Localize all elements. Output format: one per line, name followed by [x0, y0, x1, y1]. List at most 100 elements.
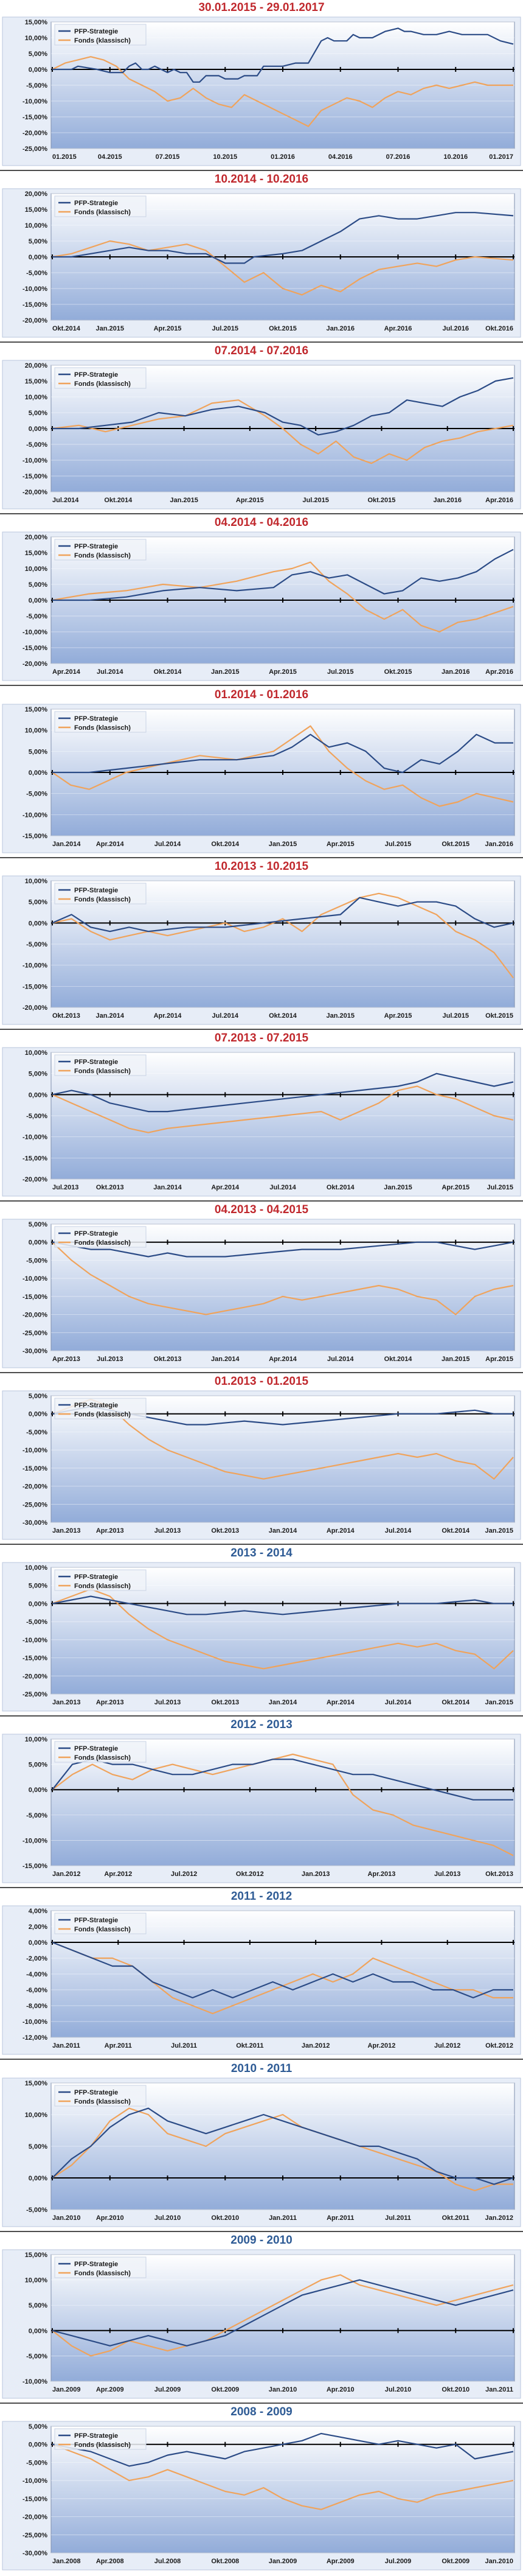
y-tick-label: -25,00% [23, 1329, 47, 1337]
y-tick-label: -4,00% [26, 1971, 47, 1978]
legend-label: PFP-Strategie [74, 371, 118, 379]
x-tick-label: Apr.2013 [367, 1871, 395, 1878]
chart-6: 07.2013 - 07.2015 10,00% 5,00% 0,00% -5,00% -… [0, 1031, 523, 1202]
y-tick-label: 15,00% [25, 706, 48, 713]
series-line-pfp-strategie [52, 2432, 514, 2467]
legend: PFP-Strategie Fonds (klassisch) [54, 2085, 147, 2107]
x-tick-label: Jan.2016 [433, 497, 461, 504]
y-tick-label: 10,00% [25, 2112, 48, 2119]
legend: PFP-Strategie Fonds (klassisch) [54, 883, 147, 905]
y-tick-label: -20,00% [23, 1483, 47, 1491]
y-tick-label: 15,00% [25, 378, 48, 385]
y-tick-label: -10,00% [23, 1134, 47, 1141]
y-tick-label: -25,00% [23, 145, 47, 153]
x-tick-label: Okt.2009 [211, 2386, 239, 2393]
legend-label: PFP-Strategie [74, 1402, 118, 1409]
x-tick-label: Apr.2015 [327, 841, 355, 848]
y-tick-label: 4,00% [29, 1908, 47, 1915]
y-tick-label: -5,00% [26, 2353, 47, 2360]
x-tick-label: Jul.2012 [434, 2042, 460, 2049]
x-tick-label: Jul.2014 [154, 841, 181, 848]
legend-box [54, 1569, 147, 1591]
x-tick-label: Jan.2014 [52, 841, 81, 848]
chart-0: 30.01.2015 - 29.01.2017 15,00% 10,00% 5,00%… [0, 0, 523, 172]
x-tick-label: Jul.2013 [97, 1356, 123, 1363]
x-tick-label: Okt.2011 [442, 2214, 469, 2222]
x-tick-label: Jul.2011 [385, 2214, 411, 2222]
x-tick-label: Okt.2015 [442, 841, 469, 848]
x-tick-label: Jul.2015 [302, 497, 328, 504]
chart-3: 04.2014 - 04.2016 20,00% 15,00% 10,00% 5,00%… [0, 515, 523, 687]
series-line-fonds [52, 725, 514, 807]
y-tick-label: -20,00% [23, 1673, 47, 1680]
x-tick-label: Apr.2015 [384, 1012, 412, 1020]
x-tick-label: 10.2015 [213, 153, 237, 161]
x-tick-label: Jan.2009 [52, 2386, 80, 2393]
y-tick-label: 20,00% [25, 191, 48, 198]
legend-label: PFP-Strategie [74, 543, 118, 550]
x-tick-label: 04.2015 [98, 153, 122, 161]
chart-canvas: 10,00% 5,00% 0,00% -5,00% -10,00% -15,00% -20,… [2, 875, 521, 1025]
y-tick-label: 0,00% [29, 1091, 47, 1099]
chart-10: 2012 - 2013 10,00% 5,00% 0,00% -5,00% -10,00%… [0, 1717, 523, 1889]
x-tick-label: Okt.2015 [367, 497, 395, 504]
section-divider [0, 341, 523, 343]
x-tick-label: Jul.2015 [212, 325, 238, 332]
x-tick-label: Okt.2014 [104, 497, 133, 504]
legend-label: Fonds (klassisch) [74, 209, 131, 216]
x-tick-label: Jul.2010 [385, 2386, 411, 2393]
legend: PFP-Strategie Fonds (klassisch) [54, 1054, 147, 1076]
x-tick-label: Jan.2015 [327, 1012, 355, 1020]
chart-title: 04.2014 - 04.2016 [214, 516, 309, 529]
legend-label: Fonds (klassisch) [74, 1411, 131, 1418]
chart-canvas: 20,00% 15,00% 10,00% 5,00% 0,00% -5,00% -10,00… [2, 188, 521, 338]
chart-13: 2009 - 2010 15,00% 10,00% 5,00% 0,00% -5,00% -… [0, 2233, 523, 2404]
x-tick-label: 07.2015 [156, 153, 180, 161]
series-line-pfp-strategie [52, 1595, 513, 1615]
series-line-fonds [52, 561, 514, 633]
x-tick-label: Okt.2015 [384, 668, 412, 676]
y-tick-label: -5,00% [26, 270, 47, 277]
x-tick-label: Okt.2016 [485, 325, 513, 332]
x-tick-label: Apr.2015 [442, 1184, 469, 1191]
x-tick-label: Jan.2015 [269, 841, 297, 848]
series-line-pfp-strategie [52, 27, 514, 83]
x-tick-label: Jan.2015 [485, 1527, 513, 1535]
chart-12: 2010 - 2011 15,00% 10,00% 5,00% 0,00% -5,00% J… [0, 2061, 523, 2233]
chart-title: 01.2013 - 01.2015 [214, 1375, 309, 1388]
chart-title: 10.2014 - 10.2016 [214, 173, 309, 186]
legend-label: Fonds (klassisch) [74, 896, 131, 903]
x-tick-label: Apr.2016 [485, 668, 513, 676]
y-tick-label: -20,00% [23, 1312, 47, 1319]
legend-label: PFP-Strategie [74, 715, 118, 723]
x-tick-label: Jul.2015 [327, 668, 353, 676]
x-tick-label: Jul.2009 [385, 2558, 411, 2565]
y-tick-label: -10,00% [23, 962, 47, 970]
legend-label: PFP-Strategie [74, 2432, 118, 2440]
y-tick-label: -10,00% [23, 1637, 47, 1644]
x-tick-label: Okt.2013 [52, 1012, 80, 1020]
y-tick-label: -20,00% [23, 317, 47, 324]
x-tick-label: Okt.2013 [96, 1184, 124, 1191]
y-tick-label: 15,00% [25, 2252, 48, 2259]
legend-label: Fonds (klassisch) [74, 1926, 131, 1933]
section-divider [0, 2059, 523, 2060]
x-tick-label: Apr.2011 [105, 2042, 132, 2049]
series-line-pfp-strategie [52, 2279, 514, 2347]
series-line-pfp-strategie [52, 733, 513, 774]
x-tick-label: 01.2016 [271, 153, 295, 161]
chart-canvas: 15,00% 10,00% 5,00% 0,00% -5,00% Jan.2010 Apr.… [2, 2077, 521, 2227]
x-tick-label: Apr.2014 [154, 1012, 182, 1020]
legend-label: PFP-Strategie [74, 2089, 118, 2096]
section-divider [0, 513, 523, 514]
x-tick-label: Jan.2010 [52, 2214, 80, 2222]
legend-label: Fonds (klassisch) [74, 1068, 131, 1075]
y-tick-label: 0,00% [29, 66, 47, 74]
y-tick-label: 15,00% [25, 206, 48, 214]
y-tick-label: 0,00% [29, 1411, 47, 1418]
x-tick-label: Jan.2013 [302, 1871, 330, 1878]
x-tick-label: Jul.2010 [154, 2214, 181, 2222]
y-tick-label: 5,00% [29, 2143, 47, 2151]
section-divider [0, 685, 523, 686]
y-tick-label: 0,00% [29, 2441, 47, 2449]
